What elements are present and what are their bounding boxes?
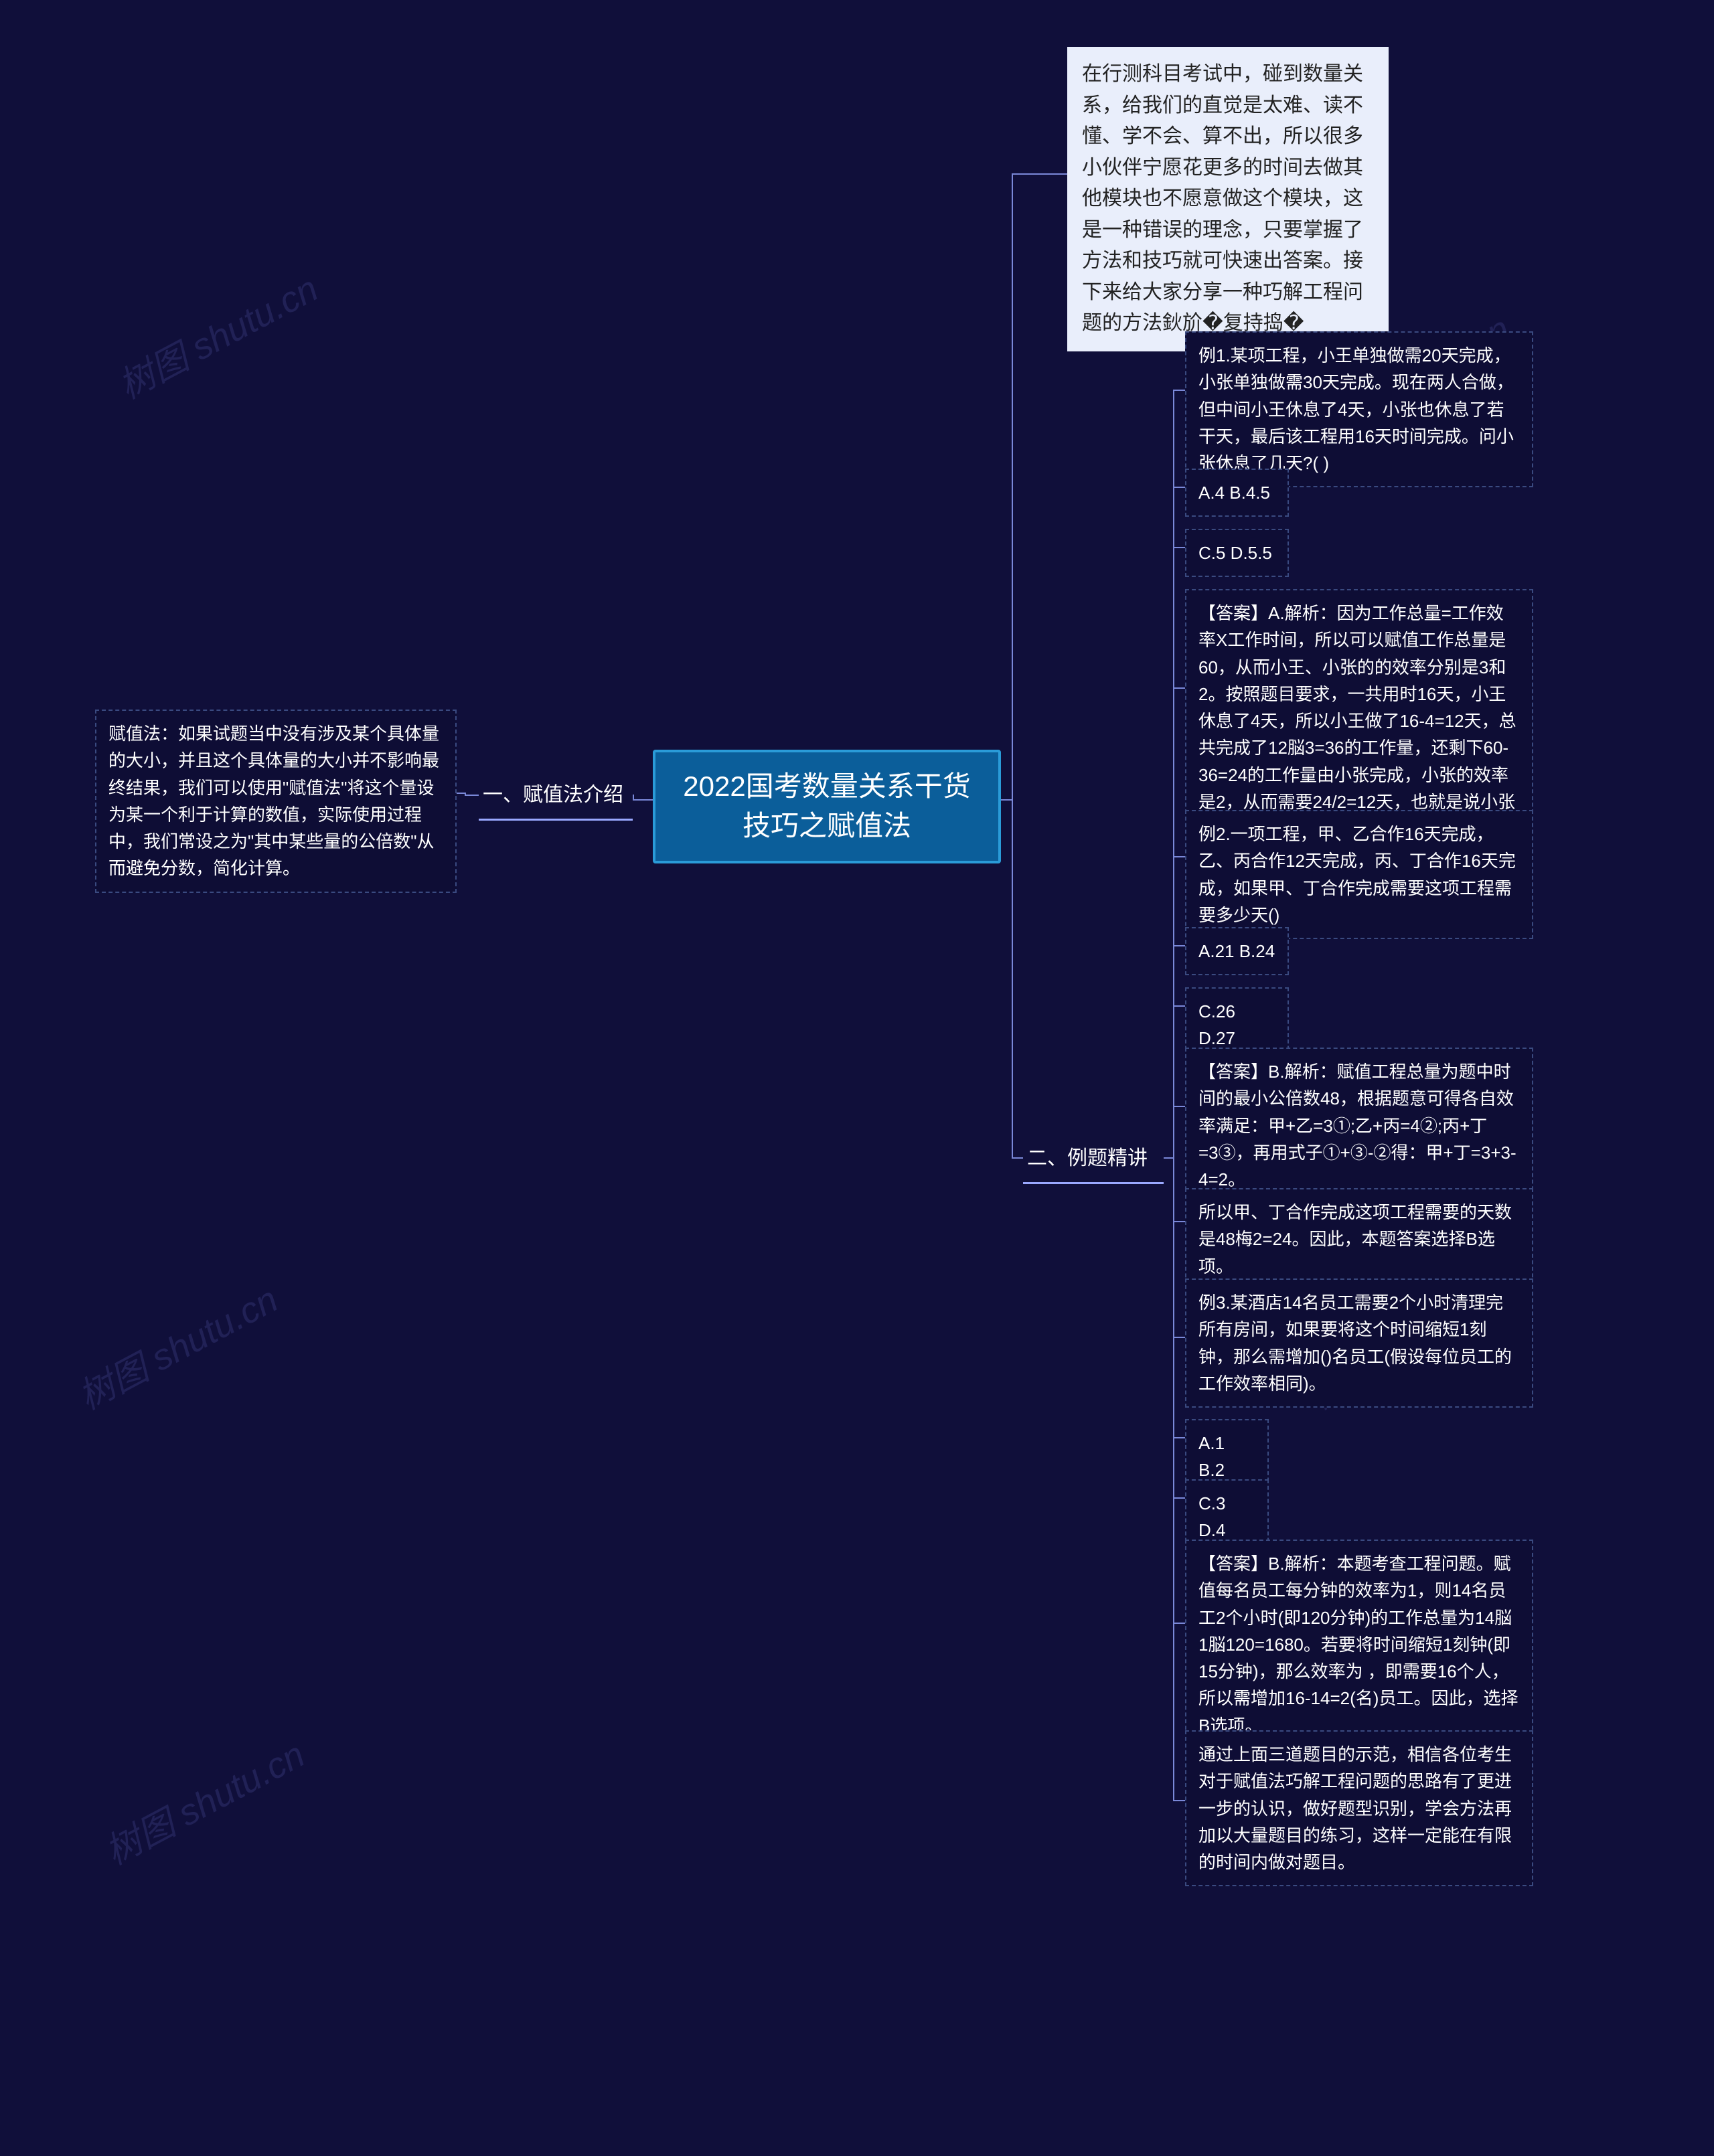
leaf-ex3-question[interactable]: 例3.某酒店14名员工需要2个小时清理完所有房间，如果要将这个时间缩短1刻钟，那… bbox=[1185, 1278, 1533, 1408]
leaf-ex2-options-ab[interactable]: A.21 B.24 bbox=[1185, 927, 1289, 975]
watermark: 树图 shutu.cn bbox=[68, 1270, 286, 1420]
leaf-ex1-options-ab[interactable]: A.4 B.4.5 bbox=[1185, 469, 1289, 517]
leaf-definition[interactable]: 赋值法：如果试题当中没有涉及某个具体量的大小，并且这个具体量的大小并不影响最终结… bbox=[95, 710, 457, 893]
leaf-ex3-answer[interactable]: 【答案】B.解析：本题考查工程问题。赋值每名员工每分钟的效率为1，则14名员工2… bbox=[1185, 1540, 1533, 1750]
leaf-ex2-answer-2[interactable]: 所以甲、丁合作完成这项工程需要的天数是48梅2=24。因此，本题答案选择B选项。 bbox=[1185, 1188, 1533, 1291]
branch-intro[interactable]: 一、赋值法介绍 bbox=[479, 774, 633, 821]
leaf-intro-text[interactable]: 在行测科目考试中，碰到数量关系，给我们的直觉是太难、读不懂、学不会、算不出，所以… bbox=[1067, 47, 1389, 351]
leaf-ex1-options-cd[interactable]: C.5 D.5.5 bbox=[1185, 529, 1289, 577]
leaf-ex2-question[interactable]: 例2.一项工程，甲、乙合作16天完成，乙、丙合作12天完成，丙、丁合作16天完成… bbox=[1185, 810, 1533, 939]
watermark: 树图 shutu.cn bbox=[108, 260, 326, 409]
leaf-ex1-question[interactable]: 例1.某项工程，小王单独做需20天完成，小张单独做需30天完成。现在两人合做，但… bbox=[1185, 331, 1533, 487]
leaf-summary[interactable]: 通过上面三道题目的示范，相信各位考生对于赋值法巧解工程问题的思路有了更进一步的认… bbox=[1185, 1730, 1533, 1886]
watermark: 树图 shutu.cn bbox=[94, 1726, 313, 1875]
root-node[interactable]: 2022国考数量关系干货技巧之赋值法 bbox=[653, 750, 1001, 863]
leaf-ex2-answer-1[interactable]: 【答案】B.解析：赋值工程总量为题中时间的最小公倍数48，根据题意可得各自效率满… bbox=[1185, 1048, 1533, 1204]
branch-examples[interactable]: 二、例题精讲 bbox=[1023, 1138, 1164, 1184]
